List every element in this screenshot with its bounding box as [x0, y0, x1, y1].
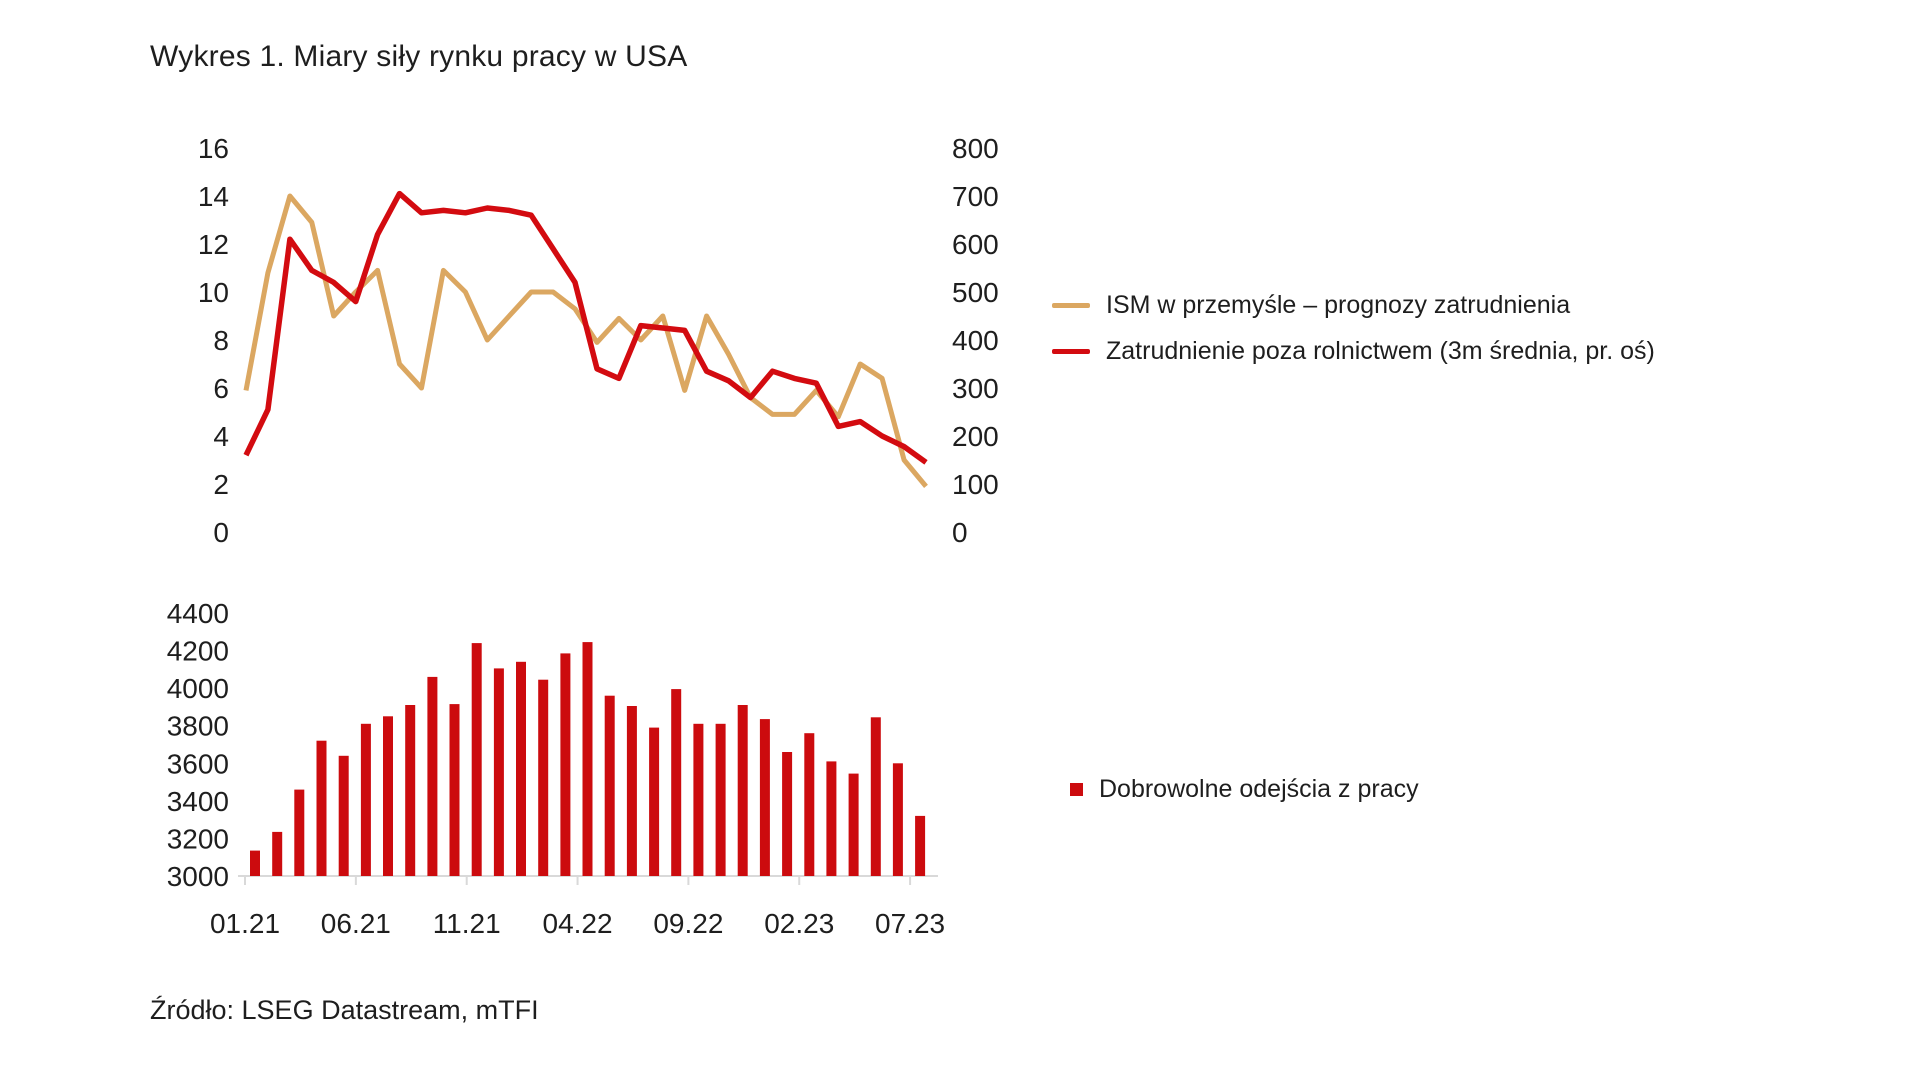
legend-label-quits: Dobrowolne odejścia z pracy [1099, 774, 1419, 803]
source-note: Źródło: LSEG Datastream, mTFI [150, 995, 539, 1025]
top-left-axis-tick-label: 12 [198, 229, 229, 260]
top-right-axis-tick-label: 800 [952, 133, 999, 164]
bottom-y-axis-tick-label: 4400 [167, 598, 229, 629]
top-left-axis-tick-label: 16 [198, 133, 229, 164]
top-right-axis-tick-label: 100 [952, 469, 999, 500]
quits-bar [294, 789, 305, 876]
x-axis-tick-label: 02.23 [764, 908, 834, 939]
quits-bar [848, 773, 859, 876]
legend-item-quits: Dobrowolne odejścia z pracy [1070, 774, 1419, 804]
top-right-axis-tick-label: 700 [952, 181, 999, 212]
quits-bar [626, 706, 637, 876]
x-axis-tick-label: 07.23 [875, 908, 945, 939]
top-right-axis-tick-label: 500 [952, 277, 999, 308]
quits-bar [383, 716, 393, 876]
quits-bar [782, 752, 793, 876]
payrolls-line [243, 190, 928, 465]
quits-bar [250, 850, 260, 876]
quits-bar-marker-icon [1070, 782, 1083, 796]
x-axis-tick-label: 09.22 [653, 908, 723, 939]
bottom-bar-chart: 3000 3200 3400 3600 3800 4000 4200 4400 01.21 06.… [167, 598, 945, 939]
quits-bar [338, 755, 349, 876]
quits-bar [427, 676, 438, 876]
quits-bar [737, 705, 748, 876]
quits-bar [604, 695, 615, 876]
quits-bar [892, 763, 903, 876]
bottom-y-axis-tick-label: 3600 [167, 748, 229, 779]
quits-bar [272, 831, 283, 876]
bottom-chart-legend: Dobrowolne odejścia z pracy [1070, 774, 1419, 820]
bottom-y-axis-tick-label: 3800 [167, 711, 229, 742]
quits-bar [649, 727, 660, 876]
x-axis-tick-label: 04.22 [543, 908, 613, 939]
page-title: Wykres 1. Miary siły rynku pracy w USA [150, 40, 688, 73]
quits-bar [826, 761, 837, 876]
bottom-y-axis-tick-label: 3200 [167, 823, 229, 854]
top-chart-legend: ISM w przemyśle – prognozy zatrudnienia … [1052, 290, 1655, 382]
top-right-axis-tick-label: 400 [952, 325, 999, 356]
top-left-axis-tick-label: 8 [213, 325, 229, 356]
x-axis-tick-label: 06.21 [321, 908, 391, 939]
quits-bar [493, 668, 504, 876]
top-line-chart: 0 2 4 6 8 10 12 14 16 0 100 200 300 400 500 600 700 800 [198, 133, 999, 548]
legend-item-payrolls: Zatrudnienie poza rolnictwem (3m średnia… [1052, 336, 1655, 366]
quits-bar [516, 661, 526, 876]
bottom-y-axis-tick-label: 4000 [167, 673, 229, 704]
quits-bar [316, 740, 327, 876]
bottom-y-axis-tick-label: 4200 [167, 636, 229, 667]
top-right-axis-tick-label: 200 [952, 421, 999, 452]
top-left-axis-tick-label: 14 [198, 181, 229, 212]
quits-bar [804, 733, 815, 876]
ism-line-marker-icon [1052, 302, 1090, 308]
quits-bar [671, 689, 682, 876]
top-right-axis-tick-label: 300 [952, 373, 999, 404]
quits-bar [870, 717, 881, 876]
top-left-axis-tick-label: 2 [213, 469, 229, 500]
legend-label-payrolls: Zatrudnienie poza rolnictwem (3m średnia… [1106, 336, 1655, 365]
top-left-axis-tick-label: 10 [198, 277, 229, 308]
quits-bar [582, 642, 593, 876]
payrolls-line-marker-icon [1052, 348, 1090, 354]
quits-bar [405, 705, 416, 876]
quits-bar [471, 643, 482, 876]
bottom-y-axis-tick-label: 3400 [167, 786, 229, 817]
x-axis-tick-label: 01.21 [210, 908, 280, 939]
legend-label-ism: ISM w przemyśle – prognozy zatrudnienia [1106, 290, 1571, 319]
quits-bar [560, 653, 571, 876]
quits-bar [538, 679, 549, 876]
quits-bar [449, 704, 460, 876]
top-left-axis-tick-label: 6 [213, 373, 229, 404]
quits-bar [759, 719, 770, 876]
quits-bar [360, 723, 371, 876]
quits-bar [715, 723, 726, 876]
top-right-axis-tick-label: 0 [952, 517, 968, 548]
ism-line [243, 193, 928, 488]
bottom-y-axis-tick-label: 3000 [167, 861, 229, 892]
quits-bar [693, 723, 704, 876]
top-left-axis-tick-label: 4 [213, 421, 229, 452]
quits-bar [915, 815, 926, 876]
legend-item-ism: ISM w przemyśle – prognozy zatrudnienia [1052, 290, 1655, 320]
top-right-axis-tick-label: 600 [952, 229, 999, 260]
x-axis-tick-label: 11.21 [433, 908, 501, 939]
top-left-axis-tick-label: 0 [213, 517, 229, 548]
